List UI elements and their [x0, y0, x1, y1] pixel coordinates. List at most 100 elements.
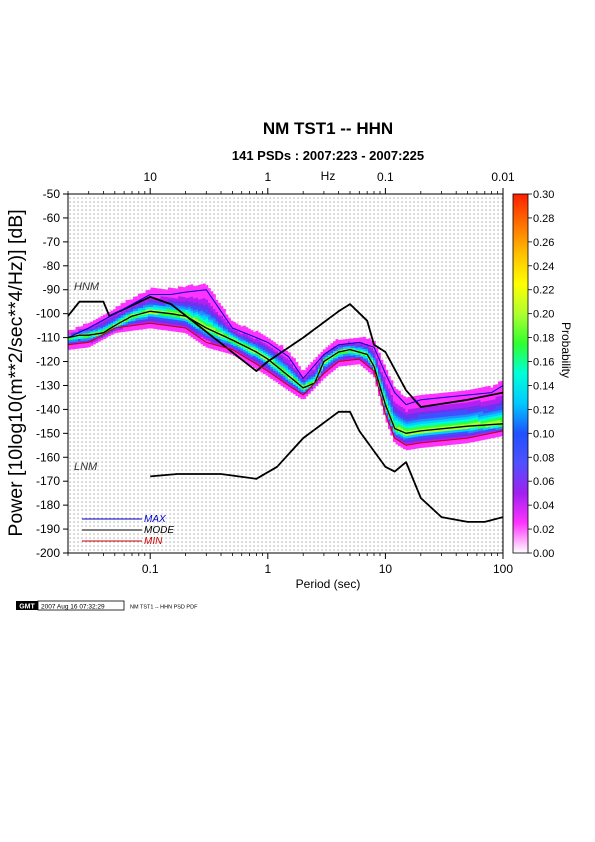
heatmap-cell [468, 430, 471, 434]
heatmap-cell [208, 297, 211, 301]
heatmap-cell [475, 436, 479, 439]
heatmap-cell [95, 330, 99, 334]
heatmap-cell [365, 367, 369, 371]
heatmap-cell [170, 316, 174, 320]
heatmap-cell [173, 314, 176, 318]
heatmap-cell [195, 299, 199, 303]
heatmap-cell [155, 316, 159, 320]
heatmap-cell [365, 358, 369, 361]
heatmap-cell [268, 362, 271, 366]
heatmap-cell [433, 408, 436, 411]
heatmap-cell [400, 401, 404, 405]
heatmap-cell [213, 301, 216, 305]
heatmap-cell [328, 361, 331, 365]
heatmap-cell [478, 402, 481, 405]
heatmap-cell [290, 373, 294, 376]
heatmap-cell [393, 386, 396, 390]
heatmap-cell [270, 349, 274, 353]
heatmap-cell [335, 346, 339, 349]
heatmap-cell [198, 339, 201, 343]
heatmap-cell [378, 371, 381, 375]
heatmap-cell [233, 343, 236, 347]
heatmap-cell [370, 347, 374, 351]
heatmap-cell [153, 307, 156, 310]
heatmap-cell [100, 323, 104, 326]
heatmap-cell [363, 355, 366, 359]
heatmap-cell [488, 419, 491, 423]
heatmap-cell [260, 369, 264, 373]
heatmap-cell [170, 321, 174, 325]
heatmap-cell [498, 410, 501, 413]
heatmap-cell [290, 356, 294, 360]
heatmap-cell [218, 324, 221, 328]
heatmap-cell [250, 356, 254, 360]
heatmap-cell [85, 337, 89, 341]
heatmap-cell [158, 310, 161, 313]
heatmap-cell [433, 443, 436, 447]
heatmap-cell [258, 341, 261, 345]
heatmap-cell [160, 291, 164, 294]
heatmap-cell [473, 405, 476, 409]
heatmap-cell [268, 340, 271, 344]
heatmap-cell [133, 315, 136, 319]
top-tick-label: 0.01 [491, 170, 515, 184]
heatmap-cell [138, 296, 141, 299]
heatmap-cell [333, 360, 336, 363]
heatmap-cell [128, 318, 131, 322]
heatmap-cell [340, 349, 344, 352]
heatmap-cell [108, 328, 111, 332]
heatmap-cell [90, 328, 94, 332]
heatmap-cell [298, 375, 301, 379]
heatmap-cell [425, 439, 429, 443]
gmt-logo-box [16, 601, 38, 610]
heatmap-cell [168, 328, 171, 331]
heatmap-cell [368, 340, 371, 344]
heatmap-cell [405, 397, 409, 401]
heatmap-cell [128, 321, 131, 324]
heatmap-cell [458, 429, 461, 433]
heatmap-cell [135, 308, 139, 311]
heatmap-cell [163, 313, 166, 316]
heatmap-cell [460, 424, 464, 428]
heatmap-cell [180, 286, 184, 290]
heatmap-cell [463, 392, 466, 396]
heatmap-cell [353, 347, 356, 351]
heatmap-cell [425, 435, 429, 438]
heatmap-cell [495, 398, 499, 402]
heatmap-cell [210, 339, 214, 342]
heatmap-cell [495, 429, 499, 433]
heatmap-cell [125, 328, 129, 332]
heatmap-cell [480, 394, 484, 398]
heatmap-cell [435, 429, 439, 433]
heatmap-cell [98, 322, 101, 325]
heatmap-cell [343, 351, 346, 355]
heatmap-cell [460, 409, 464, 413]
heatmap-cell [265, 336, 269, 340]
heatmap-cell [458, 419, 461, 423]
heatmap-cell [293, 384, 296, 388]
x-tick-label: 1 [264, 562, 271, 576]
heatmap-cell [250, 342, 254, 345]
heatmap-cell [115, 306, 119, 309]
heatmap-cell [348, 362, 351, 366]
heatmap-cell [430, 434, 434, 438]
heatmap-cell [393, 408, 396, 411]
heatmap-cell [110, 327, 114, 331]
heatmap-cell [408, 411, 411, 414]
heatmap-cell [368, 338, 371, 342]
heatmap-cell [293, 358, 296, 361]
heatmap-cell [415, 419, 419, 423]
heatmap-cell [428, 418, 431, 421]
heatmap-cell [425, 425, 429, 429]
heatmap-cell [490, 421, 494, 424]
heatmap-cell [105, 322, 109, 326]
heatmap-cell [448, 413, 451, 417]
heatmap-cell [300, 382, 304, 385]
heatmap-cell [158, 317, 161, 320]
heatmap-cell [265, 344, 269, 347]
heatmap-cell [298, 378, 301, 381]
heatmap-cell [133, 306, 136, 309]
heatmap-cell [175, 293, 179, 297]
heatmap-cell [223, 347, 226, 351]
heatmap-cell [248, 345, 251, 349]
